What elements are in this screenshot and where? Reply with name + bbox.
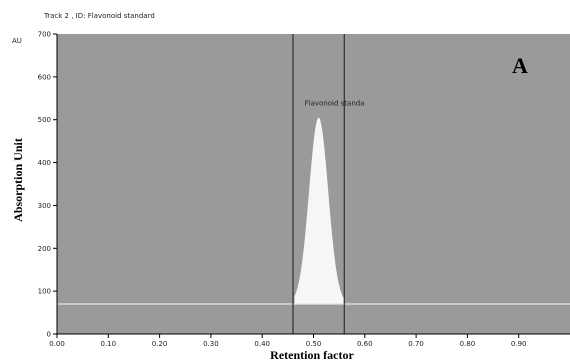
y-tick-label: 700 <box>38 31 51 39</box>
y-unit-label: AU <box>12 37 22 45</box>
y-tick-label: 500 <box>38 116 51 124</box>
panel-label: A <box>512 53 528 78</box>
x-tick-label: 0.20 <box>152 340 168 348</box>
x-tick-label: 0.00 <box>49 340 65 348</box>
x-tick-label: 0.90 <box>511 340 527 348</box>
y-tick-label: 600 <box>38 73 51 81</box>
peak-label: Flavonoid standa <box>305 100 365 108</box>
x-axis-title: Retention factor <box>270 348 354 362</box>
x-tick-label: 0.10 <box>101 340 117 348</box>
y-tick-label: 300 <box>38 202 51 210</box>
chart-header: Track 2 , ID: Flavonoid standard <box>43 12 155 20</box>
x-tick-label: 0.30 <box>203 340 219 348</box>
x-tick-label: 0.40 <box>254 340 270 348</box>
flavonoid-peak <box>294 117 345 304</box>
y-axis-title: Absorption Unit <box>11 138 25 222</box>
x-tick-label: 0.80 <box>460 340 476 348</box>
y-tick-label: 400 <box>38 159 51 167</box>
x-tick-label: 0.70 <box>408 340 424 348</box>
y-tick-label: 0 <box>47 331 51 339</box>
y-tick-label: 200 <box>38 245 51 253</box>
x-tick-label: 0.60 <box>357 340 373 348</box>
y-tick-label: 100 <box>38 288 51 296</box>
x-tick-label: 0.50 <box>306 340 322 348</box>
